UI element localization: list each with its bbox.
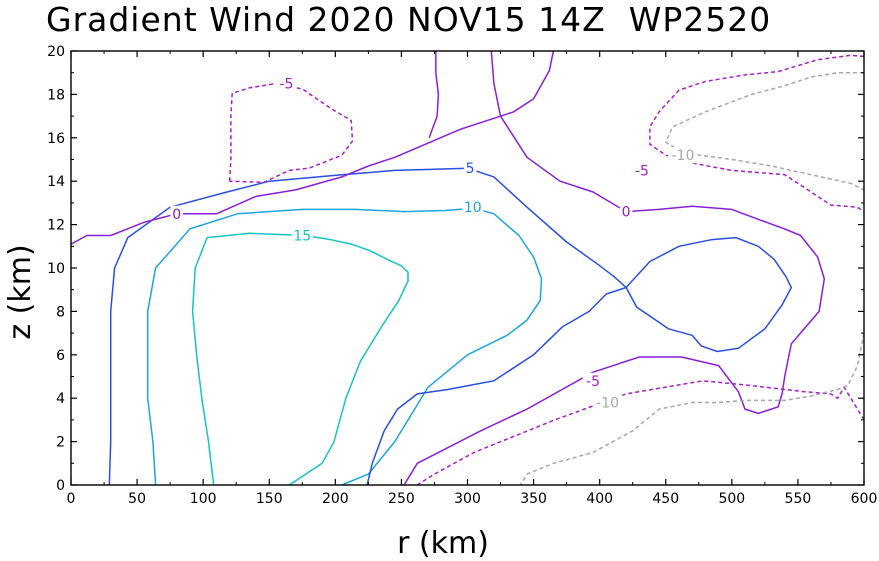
y-tick-label: 18 <box>47 87 65 103</box>
contour-line-neg10-10 <box>519 332 865 486</box>
contour-line-neg10-9 <box>665 71 865 191</box>
contour-label-bg <box>462 199 484 216</box>
x-tick-label: 350 <box>520 491 547 507</box>
contour-labels-layer: 15 10 5 0 0 -5 -5 -5 -10 -10 <box>170 75 698 412</box>
y-tick-label: 16 <box>47 131 65 147</box>
contour-label-bg <box>631 162 653 179</box>
y-tick-label: 8 <box>56 304 65 320</box>
x-axis-label: r (km) <box>397 526 489 561</box>
contour-label-bg <box>619 203 633 220</box>
contour-label-bg <box>592 394 623 411</box>
contour-label: -10 <box>596 396 619 412</box>
y-tick-label: 14 <box>47 174 65 190</box>
contour-label: 0 <box>622 205 631 221</box>
contour-line-0-5 <box>428 51 440 139</box>
y-axis-label: z (km) <box>3 244 38 339</box>
contour-label-bg <box>668 147 698 164</box>
x-tick-label: 0 <box>67 491 76 507</box>
x-tick-label: 400 <box>586 491 613 507</box>
x-tick-label: 250 <box>388 491 415 507</box>
y-tick-label: 6 <box>56 348 65 364</box>
y-tick-label: 4 <box>56 391 65 407</box>
contour-line-0-4 <box>403 50 826 486</box>
contour-line-0-3 <box>70 50 555 245</box>
x-tick-label: 300 <box>454 491 481 507</box>
contour-label: -5 <box>635 163 649 179</box>
contour-line-10-1 <box>146 207 543 486</box>
chart-title: Gradient Wind 2020 NOV15 14Z WP2520 <box>46 0 772 39</box>
contour-label: -5 <box>586 374 600 390</box>
contour-line-15-0 <box>191 232 409 486</box>
contour-label: -5 <box>279 77 293 93</box>
x-tick-label: 450 <box>652 491 679 507</box>
x-tick-label: 200 <box>322 491 349 507</box>
contour-label-bg <box>582 372 604 389</box>
contour-label: 15 <box>293 228 311 244</box>
contour-label: 0 <box>172 207 181 223</box>
contours-layer <box>70 50 865 486</box>
contour-label-bg <box>463 160 477 177</box>
ticks-layer: 0 50 100 150 200 250 300 350 400 450 500 550 6000246… <box>47 44 877 507</box>
x-tick-label: 500 <box>718 491 745 507</box>
contour-label: 5 <box>466 161 475 177</box>
plot-frame <box>70 50 865 486</box>
contour-label-bg <box>275 75 297 92</box>
x-tick-label: 150 <box>256 491 283 507</box>
y-tick-label: 20 <box>47 44 65 60</box>
x-tick-label: 50 <box>128 491 146 507</box>
contour-label-bg <box>170 205 183 222</box>
x-tick-label: 100 <box>190 491 217 507</box>
contour-label: -10 <box>671 148 694 164</box>
contour-line-5-2 <box>108 167 793 486</box>
y-tick-label: 10 <box>47 261 65 277</box>
contour-label-bg <box>291 227 313 244</box>
contour-line-neg5-8 <box>416 380 865 486</box>
y-tick-label: 2 <box>56 435 65 451</box>
contour-label: 10 <box>464 200 482 216</box>
y-tick-label: 0 <box>56 478 65 494</box>
x-tick-label: 600 <box>851 491 878 507</box>
contour-line-neg5-6 <box>228 82 354 184</box>
contour-line-neg5-7 <box>649 54 865 213</box>
x-tick-label: 550 <box>785 491 812 507</box>
y-tick-label: 12 <box>47 218 65 234</box>
